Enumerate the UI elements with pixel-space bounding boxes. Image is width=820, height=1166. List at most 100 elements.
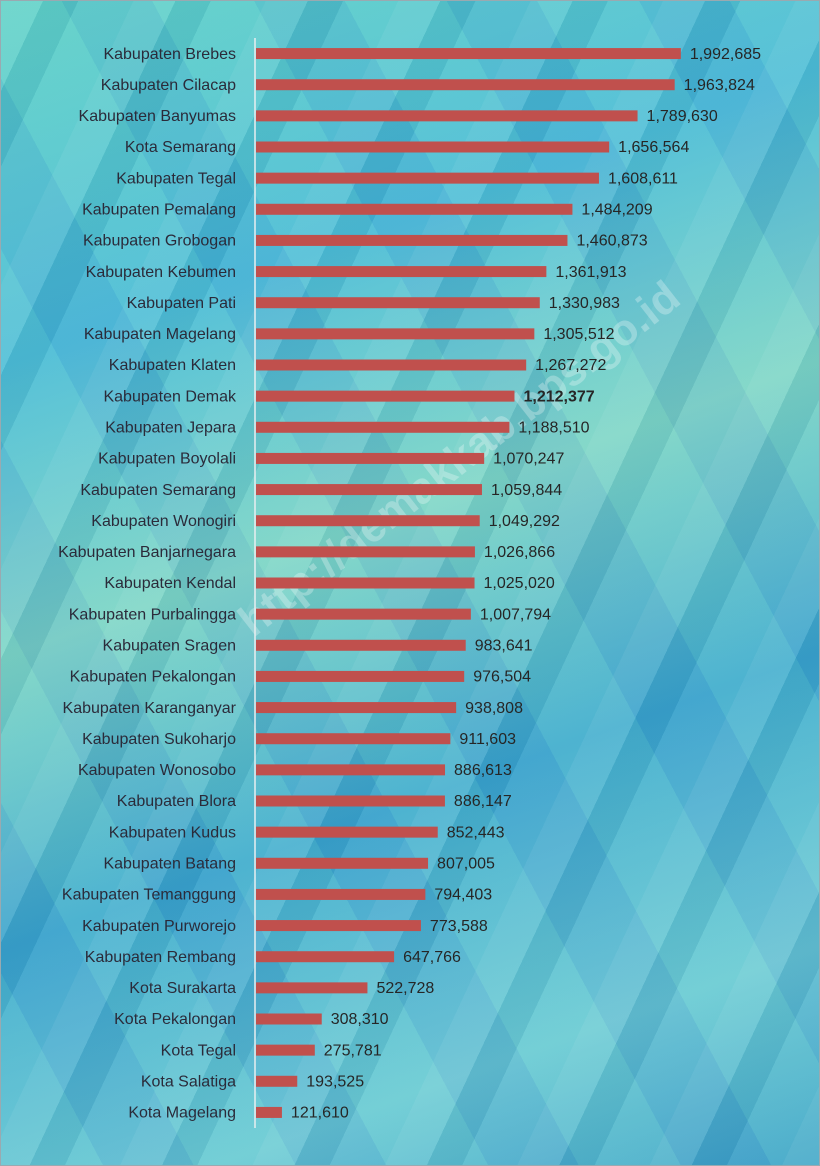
value-label: 1,070,247 [493, 451, 564, 468]
value-label: 1,656,564 [618, 139, 689, 156]
value-label: 308,310 [331, 1011, 389, 1028]
category-label: Kota Tegal [161, 1042, 236, 1059]
category-label: Kabupaten Grobogan [83, 233, 236, 250]
value-label: 938,808 [465, 700, 523, 717]
category-label: Kabupaten Cilacap [101, 77, 236, 94]
bar [256, 173, 599, 184]
bar [256, 360, 526, 371]
category-label: Kabupaten Boyolali [98, 451, 236, 468]
category-label: Kabupaten Temanggung [62, 887, 236, 904]
value-label: 1,305,512 [543, 326, 614, 343]
category-label: Kabupaten Purworejo [82, 918, 236, 935]
value-label: 1,608,611 [608, 170, 678, 187]
category-label: Kota Pekalongan [114, 1011, 236, 1028]
category-label: Kabupaten Semarang [80, 482, 236, 499]
category-label: Kabupaten Wonogiri [91, 513, 236, 530]
bar [256, 453, 484, 464]
bar [256, 1107, 282, 1118]
bar [256, 827, 438, 838]
bar [256, 578, 475, 589]
bar [256, 422, 509, 433]
value-label: 886,613 [454, 762, 512, 779]
category-label: Kabupaten Pati [127, 295, 236, 312]
bar [256, 328, 534, 339]
category-label: Kabupaten Banjarnegara [58, 544, 236, 561]
value-label: 121,610 [291, 1105, 349, 1122]
bar [256, 702, 456, 713]
category-label: Kota Semarang [125, 139, 236, 156]
bar [256, 79, 675, 90]
value-label: 647,766 [403, 949, 461, 966]
bar [256, 484, 482, 495]
value-label: 807,005 [437, 856, 495, 873]
category-label: Kabupaten Purbalingga [69, 606, 236, 623]
value-label: 522,728 [376, 980, 434, 997]
page: http://demakkab.bps.go.id Kabupaten Breb… [0, 0, 820, 1166]
category-label: Kabupaten Pekalongan [70, 669, 236, 686]
bar [256, 889, 425, 900]
value-label: 1,007,794 [480, 606, 551, 623]
bar [256, 951, 394, 962]
value-label: 1,484,209 [581, 202, 652, 219]
value-label: 976,504 [473, 669, 531, 686]
bar [256, 1014, 322, 1025]
value-label: 911,603 [459, 731, 516, 748]
category-label: Kabupaten Klaten [109, 357, 236, 374]
value-label: 1,992,685 [690, 46, 761, 63]
category-label: Kabupaten Sragen [103, 638, 236, 655]
bar [256, 48, 681, 59]
bar [256, 640, 466, 651]
value-label: 773,588 [430, 918, 488, 935]
bar [256, 609, 471, 620]
bar [256, 391, 514, 402]
bar [256, 235, 567, 246]
bar [256, 858, 428, 869]
category-label: Kabupaten Kudus [109, 824, 236, 841]
value-label: 852,443 [447, 824, 505, 841]
category-label: Kota Magelang [128, 1105, 236, 1122]
bar [256, 671, 464, 682]
value-label: 1,188,510 [518, 420, 589, 437]
value-label: 275,781 [324, 1042, 382, 1059]
category-label: Kabupaten Kendal [104, 575, 236, 592]
value-label: 1,049,292 [489, 513, 560, 530]
category-label: Kabupaten Blora [117, 793, 236, 810]
value-label: 1,059,844 [491, 482, 562, 499]
category-label: Kota Surakarta [129, 980, 236, 997]
bar [256, 1045, 315, 1056]
category-label: Kabupaten Sukoharjo [82, 731, 236, 748]
value-label: 794,403 [434, 887, 492, 904]
bar [256, 733, 450, 744]
category-label: Kabupaten Batang [103, 856, 236, 873]
value-label: 983,641 [475, 638, 533, 655]
category-label: Kabupaten Magelang [84, 326, 236, 343]
bar [256, 110, 638, 121]
category-label: Kabupaten Jepara [105, 420, 236, 437]
value-label: 1,963,824 [684, 77, 755, 94]
value-label: 1,212,377 [523, 388, 594, 405]
value-label: 1,267,272 [535, 357, 606, 374]
value-label: 1,361,913 [555, 264, 626, 281]
category-label: Kabupaten Tegal [116, 170, 236, 187]
category-label: Kabupaten Rembang [85, 949, 236, 966]
value-label: 193,525 [306, 1074, 364, 1091]
bar [256, 266, 546, 277]
value-label: 1,025,020 [484, 575, 555, 592]
bar [256, 1076, 297, 1087]
category-label: Kabupaten Banyumas [79, 108, 236, 125]
value-label: 1,330,983 [549, 295, 620, 312]
bar [256, 515, 480, 526]
chart: http://demakkab.bps.go.id Kabupaten Breb… [1, 1, 819, 1165]
value-label: 1,026,866 [484, 544, 555, 561]
bar [256, 142, 609, 153]
category-label: Kabupaten Karanganyar [63, 700, 237, 717]
bar [256, 204, 572, 215]
value-label: 886,147 [454, 793, 512, 810]
bar [256, 764, 445, 775]
category-label: Kabupaten Demak [103, 388, 237, 405]
value-label: 1,789,630 [647, 108, 718, 125]
bar [256, 546, 475, 557]
category-label: Kabupaten Wonosobo [78, 762, 236, 779]
category-label: Kabupaten Kebumen [86, 264, 236, 281]
bar [256, 982, 367, 993]
